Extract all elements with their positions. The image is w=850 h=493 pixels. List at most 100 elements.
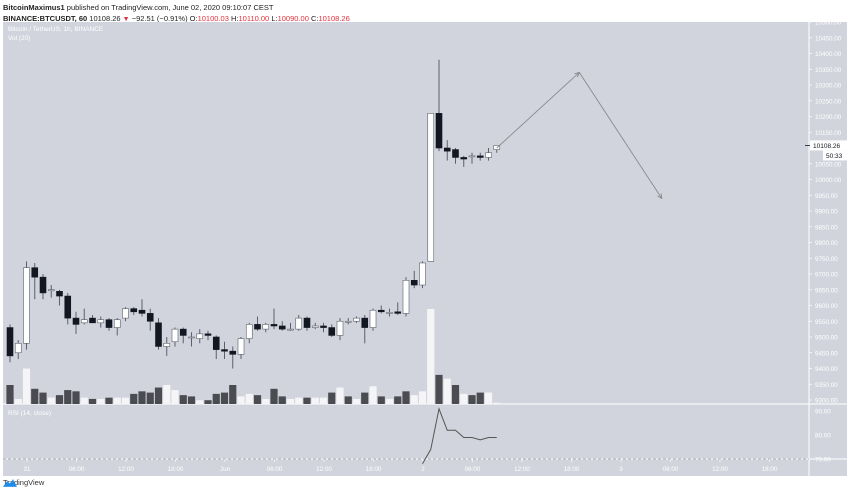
time-tick-label: 18:00 bbox=[168, 466, 184, 473]
volume-bar bbox=[229, 385, 237, 404]
price-tick-label: 9700.00 bbox=[815, 272, 838, 279]
price-tick-label: 10050.00 bbox=[815, 161, 842, 168]
volume-bar bbox=[187, 396, 196, 404]
down-candle bbox=[64, 295, 72, 319]
volume-bar bbox=[138, 391, 146, 404]
published-text: published on TradingView.com, June 02, 2… bbox=[66, 3, 274, 12]
high-value: 10110.00 bbox=[238, 14, 270, 23]
down-candle bbox=[138, 309, 146, 314]
down-candle bbox=[270, 324, 278, 327]
price-tick-label: 9350.00 bbox=[815, 382, 838, 389]
time-tick-label: 12:00 bbox=[316, 466, 332, 473]
volume-bar bbox=[154, 387, 163, 404]
open-label: O: bbox=[189, 14, 198, 23]
down-candle bbox=[452, 149, 459, 158]
volume-bar bbox=[270, 388, 278, 404]
price-tick-label: 10300.00 bbox=[815, 83, 842, 90]
volume-bar bbox=[361, 392, 369, 404]
up-candle bbox=[353, 317, 360, 322]
main-pane-title: Bitcoin / TetherUS, 1h, BINANCE bbox=[8, 26, 104, 33]
volume-bar bbox=[237, 396, 245, 404]
up-candle bbox=[295, 317, 303, 330]
volume-bar bbox=[220, 392, 229, 404]
volume-bar bbox=[435, 374, 443, 404]
down-candle bbox=[130, 308, 138, 313]
volume-bar bbox=[418, 391, 427, 404]
up-candle bbox=[369, 309, 377, 328]
chart-header: BitcoinMaximus1 published on TradingView… bbox=[3, 2, 350, 25]
volume-bar bbox=[369, 386, 377, 404]
up-candle bbox=[468, 155, 476, 158]
down-candle bbox=[443, 147, 451, 152]
price-tick-label: 10200.00 bbox=[815, 114, 842, 121]
price-tick-label: 10400.00 bbox=[815, 51, 842, 58]
up-candle bbox=[171, 328, 179, 343]
volume-bar bbox=[204, 400, 212, 404]
volume-bar bbox=[476, 392, 484, 404]
down-candle bbox=[72, 317, 80, 325]
down-candle bbox=[212, 336, 220, 350]
low-value: 10090.00 bbox=[277, 14, 309, 23]
time-tick-label: 31 bbox=[23, 466, 31, 473]
time-tick-label: 18:00 bbox=[762, 466, 778, 473]
price-tick-label: 9850.00 bbox=[815, 224, 838, 231]
up-candle bbox=[311, 325, 319, 328]
up-candle bbox=[23, 267, 30, 344]
volume-bar bbox=[47, 397, 55, 404]
down-candle bbox=[320, 325, 327, 328]
time-tick-label: Jun bbox=[220, 466, 231, 473]
current-price-tag bbox=[810, 140, 847, 151]
down-candle bbox=[179, 328, 187, 336]
volume-bar bbox=[171, 390, 179, 404]
time-tick-label: 2 bbox=[421, 466, 425, 473]
down-candle bbox=[105, 319, 113, 328]
price-tick-label: 9400.00 bbox=[815, 366, 838, 373]
volume-bar bbox=[121, 397, 130, 404]
tradingview-brand[interactable]: TradingView bbox=[3, 478, 45, 487]
down-candle bbox=[6, 327, 14, 357]
volume-bar bbox=[55, 395, 64, 404]
time-tick-label: 12:00 bbox=[712, 466, 728, 473]
volume-bar bbox=[80, 397, 88, 404]
down-candle bbox=[476, 155, 484, 158]
volume-bar bbox=[286, 398, 295, 404]
close-label: C: bbox=[310, 14, 319, 23]
countdown-label: 50:33 bbox=[826, 153, 843, 160]
down-candle bbox=[254, 324, 261, 330]
volume-bar bbox=[493, 402, 501, 404]
up-candle bbox=[188, 336, 195, 339]
projection-arrow-line bbox=[578, 72, 663, 199]
arrow-head-icon bbox=[657, 193, 663, 200]
up-candle bbox=[47, 289, 55, 292]
volume-bar bbox=[253, 395, 262, 404]
up-candle bbox=[386, 312, 393, 314]
volume-bar bbox=[377, 396, 385, 404]
up-candle bbox=[122, 308, 129, 319]
rsi-pane-title: RSI (14, close) bbox=[8, 410, 51, 417]
volume-bar bbox=[328, 392, 336, 404]
volume-bar bbox=[385, 398, 394, 404]
time-tick-label: 3 bbox=[619, 466, 623, 473]
down-candle bbox=[204, 333, 212, 336]
down-candle bbox=[56, 291, 63, 297]
time-tick-label: 18:00 bbox=[366, 466, 382, 473]
volume-bar bbox=[72, 391, 80, 404]
price-tick-label: 10350.00 bbox=[815, 67, 842, 74]
volume-bar bbox=[146, 392, 154, 404]
tradingview-logo-icon bbox=[3, 479, 17, 487]
chart-canvas[interactable]: 10500.00 10450.00 10400.00 10350.00 10300.00… bbox=[3, 22, 847, 476]
volume-bar bbox=[88, 398, 97, 404]
volume-bar bbox=[14, 398, 22, 404]
chart-area[interactable]: 10500.00 10450.00 10400.00 10350.00 10300.00… bbox=[3, 22, 847, 476]
volume-bar bbox=[468, 395, 476, 404]
author-name[interactable]: BitcoinMaximus1 bbox=[3, 3, 65, 12]
rsi-line bbox=[422, 406, 497, 465]
price-tick-label: 9550.00 bbox=[815, 319, 838, 326]
current-price-label: 10108.26 bbox=[813, 143, 840, 150]
volume-bar bbox=[427, 309, 435, 404]
volume-bar bbox=[451, 385, 460, 404]
rsi-tick-label: 90.00 bbox=[815, 409, 831, 416]
down-candle bbox=[435, 113, 443, 149]
price-tick-label: 9900.00 bbox=[815, 209, 838, 216]
up-candle bbox=[14, 342, 22, 354]
